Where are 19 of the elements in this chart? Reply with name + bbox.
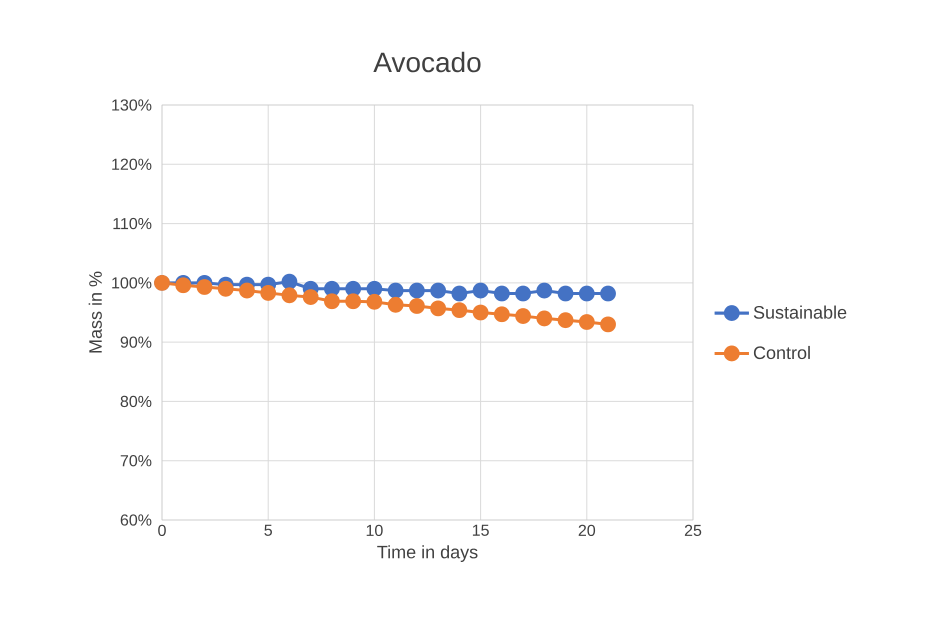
y-tick-label: 60% bbox=[120, 514, 152, 526]
y-axis-title: Mass in % bbox=[88, 272, 102, 353]
x-tick-label: 25 bbox=[684, 524, 702, 536]
chart-title: Avocado bbox=[373, 52, 481, 72]
y-tick-label: 110% bbox=[113, 218, 152, 230]
y-tick-label: 80% bbox=[120, 396, 152, 408]
y-tick-label: 90% bbox=[120, 336, 152, 348]
y-tick-label: 70% bbox=[120, 455, 152, 466]
x-tick-label: 0 bbox=[158, 524, 166, 536]
legend-label: Control bbox=[754, 346, 810, 360]
x-tick-label: 10 bbox=[366, 524, 383, 536]
x-tick-label: 20 bbox=[578, 524, 596, 536]
x-axis-title: Time in days bbox=[377, 545, 478, 562]
legend-label: Sustainable bbox=[754, 306, 846, 319]
x-tick-label: 15 bbox=[472, 524, 489, 536]
y-tick-label: 130% bbox=[112, 99, 152, 111]
y-tick-label: 100% bbox=[112, 277, 152, 289]
y-tick-label: 120% bbox=[112, 158, 152, 170]
x-tick-label: 5 bbox=[264, 524, 272, 536]
